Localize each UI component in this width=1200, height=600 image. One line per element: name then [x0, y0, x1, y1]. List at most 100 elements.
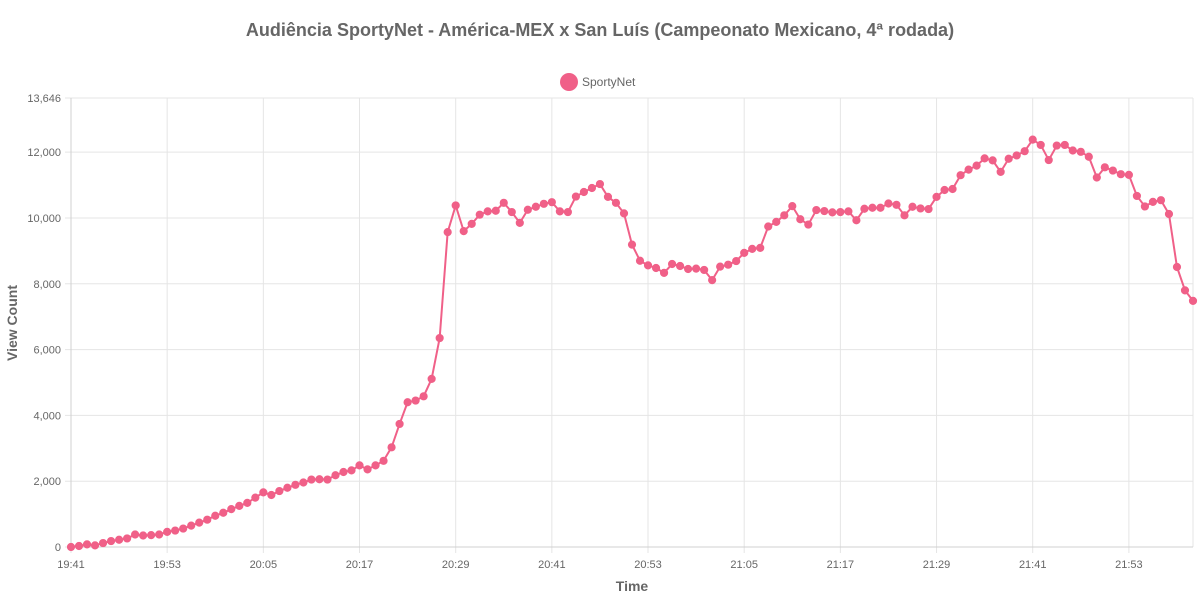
data-point [82, 540, 92, 549]
data-point [1084, 152, 1093, 161]
y-tick-label: 13,646 [27, 93, 61, 105]
data-point [1068, 146, 1077, 155]
data-point [1060, 140, 1069, 150]
data-point [836, 207, 845, 217]
data-point [74, 541, 84, 551]
data-point [331, 471, 340, 480]
data-point [155, 530, 164, 539]
data-point [243, 498, 252, 508]
data-point [139, 531, 148, 540]
data-point [131, 530, 140, 539]
data-point [203, 515, 212, 524]
data-point [451, 201, 460, 210]
x-tick-label: 20:29 [442, 559, 470, 571]
x-tick-label: 21:17 [827, 559, 855, 571]
data-point [66, 542, 76, 552]
data-point [948, 184, 957, 194]
data-point [956, 171, 965, 180]
data-point [195, 518, 204, 527]
data-point [667, 259, 677, 269]
data-point [491, 206, 500, 215]
legend-marker [560, 73, 578, 91]
data-point [1148, 197, 1158, 206]
data-point [507, 207, 516, 217]
data-point [339, 467, 348, 477]
data-point [1124, 170, 1133, 179]
data-point [483, 207, 492, 216]
data-point [443, 228, 452, 237]
data-point [1052, 141, 1061, 150]
data-point [732, 256, 741, 266]
series-line [70, 138, 1194, 548]
data-point [98, 538, 108, 548]
data-point [643, 261, 653, 270]
data-point [635, 256, 645, 265]
data-point [235, 501, 244, 510]
data-point [363, 465, 372, 474]
data-point [812, 205, 821, 215]
data-point [435, 333, 444, 343]
data-point [692, 264, 701, 273]
data-point [619, 209, 629, 218]
data-point [147, 531, 156, 540]
x-tick-label: 19:53 [153, 559, 181, 571]
data-point [90, 541, 100, 550]
x-tick-label: 19:41 [57, 559, 85, 571]
data-point [980, 154, 989, 163]
data-point [884, 199, 893, 208]
data-point [523, 205, 532, 214]
data-point [595, 179, 605, 189]
data-point [1140, 202, 1150, 211]
data-point [684, 264, 693, 274]
data-point [828, 208, 837, 217]
data-point [499, 198, 508, 207]
data-point [1156, 196, 1166, 205]
data-point [211, 511, 220, 520]
data-point [275, 486, 284, 496]
y-tick-label: 8,000 [33, 279, 61, 291]
x-tick-label: 21:29 [923, 559, 951, 571]
data-point [659, 268, 669, 278]
data-point [403, 398, 412, 407]
data-point [171, 526, 180, 535]
data-point [475, 210, 484, 219]
data-point [716, 262, 725, 271]
y-tick-label: 4,000 [33, 410, 61, 422]
data-point [820, 206, 829, 216]
y-axis-title: View Count [4, 285, 20, 361]
data-point [123, 534, 132, 543]
data-point [924, 204, 933, 214]
data-point [1116, 170, 1125, 179]
data-point [563, 207, 572, 217]
data-point [1172, 262, 1182, 272]
data-point [587, 183, 597, 193]
data-point [892, 200, 901, 209]
legend[interactable]: SportyNet [560, 73, 636, 91]
grid [65, 97, 1194, 553]
data-point [547, 198, 556, 207]
data-point [219, 508, 228, 517]
data-point [419, 392, 428, 401]
data-point [1044, 155, 1053, 165]
data-point [772, 217, 781, 227]
data-point [179, 524, 188, 533]
data-point [611, 198, 621, 207]
data-point [860, 204, 869, 213]
data-point [227, 505, 236, 514]
data-point [964, 165, 973, 174]
data-point [379, 456, 388, 465]
data-point [764, 222, 773, 231]
data-point [387, 443, 396, 452]
data-point [780, 211, 789, 220]
chart-title: Audiência SportyNet - América-MEX x San … [246, 20, 954, 40]
data-point [1012, 151, 1021, 160]
data-point [916, 204, 925, 213]
data-point [1180, 286, 1190, 295]
data-point [675, 261, 685, 271]
data-point [996, 167, 1005, 176]
data-point [900, 211, 909, 220]
data-point [283, 483, 292, 492]
data-point [740, 248, 749, 257]
x-tick-label: 21:41 [1019, 559, 1047, 571]
x-tick-label: 20:17 [346, 559, 374, 571]
